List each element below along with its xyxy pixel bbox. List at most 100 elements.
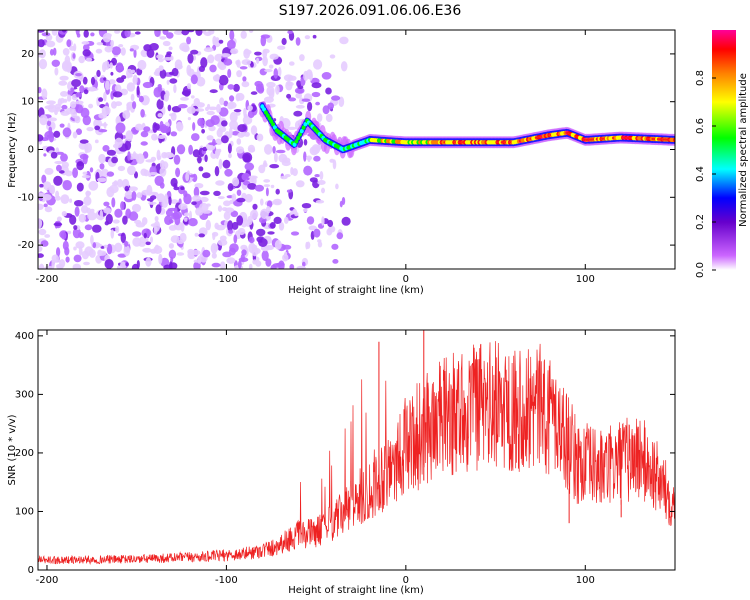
noise-blob — [295, 92, 303, 99]
noise-blob — [192, 149, 201, 158]
noise-blob — [275, 188, 280, 195]
noise-blob — [41, 88, 48, 100]
noise-blob — [211, 252, 217, 259]
noise-blob — [275, 84, 280, 95]
noise-blob — [153, 123, 160, 131]
noise-blob — [290, 231, 300, 236]
noise-blob — [59, 75, 69, 81]
noise-blob — [168, 196, 172, 206]
noise-blob — [180, 30, 190, 36]
noise-blob — [248, 263, 253, 269]
noise-blob — [125, 68, 133, 78]
noise-blob — [168, 46, 173, 51]
noise-blob — [241, 59, 252, 66]
noise-blob — [54, 160, 64, 165]
noise-blob — [289, 264, 295, 269]
noise-blob — [168, 71, 175, 75]
noise-blob — [70, 101, 77, 109]
spectrogram-y-label: Frequency (Hz) — [7, 112, 18, 188]
noise-blob — [89, 167, 94, 173]
noise-blob — [170, 256, 174, 263]
noise-blob — [98, 129, 108, 133]
noise-blob — [242, 152, 253, 163]
noise-blob — [40, 240, 49, 247]
noise-blob — [60, 91, 69, 97]
noise-blob — [314, 174, 321, 178]
noise-blob — [215, 148, 220, 160]
noise-blob — [268, 64, 274, 69]
noise-blob — [236, 189, 242, 196]
noise-blob — [327, 219, 334, 228]
noise-blob — [250, 125, 258, 136]
noise-blob — [55, 190, 60, 199]
noise-blob — [331, 243, 339, 250]
noise-blob — [219, 97, 225, 106]
noise-blob — [305, 155, 313, 161]
noise-blob — [50, 121, 56, 130]
noise-blob — [116, 115, 121, 125]
noise-blob — [79, 139, 89, 144]
noise-blob — [293, 110, 303, 117]
noise-blob — [141, 217, 148, 226]
noise-blob — [150, 236, 153, 243]
noise-blob — [177, 104, 188, 109]
noise-blob — [213, 190, 221, 196]
noise-blob — [187, 251, 194, 260]
noise-blob — [64, 246, 70, 256]
noise-blob — [296, 87, 303, 94]
noise-blob — [272, 146, 276, 154]
noise-blob — [270, 184, 275, 189]
y-tick-label: 100 — [15, 506, 34, 517]
x-tick-label: 100 — [576, 274, 595, 285]
noise-blob — [222, 251, 232, 258]
noise-blob — [166, 79, 170, 85]
noise-blob — [214, 222, 219, 230]
noise-blob — [109, 62, 113, 69]
noise-blob — [84, 143, 89, 154]
noise-blob — [69, 198, 73, 203]
noise-blob — [66, 230, 72, 235]
noise-blob — [89, 249, 96, 258]
noise-blob — [61, 104, 68, 110]
noise-blob — [249, 209, 259, 220]
ridge-core — [294, 139, 299, 144]
noise-blob — [98, 153, 106, 164]
noise-blob — [66, 94, 72, 102]
noise-blob — [136, 192, 143, 199]
noise-blob — [228, 153, 232, 159]
noise-blob — [134, 31, 141, 35]
noise-blob — [56, 247, 61, 257]
noise-blob — [227, 39, 236, 50]
noise-blob — [93, 118, 102, 129]
noise-blob — [90, 234, 94, 245]
noise-blob — [38, 58, 48, 70]
noise-blob — [232, 177, 240, 187]
noise-blob — [221, 135, 229, 144]
noise-blob — [74, 206, 80, 217]
noise-blob — [168, 219, 174, 224]
noise-blob — [287, 75, 297, 81]
noise-blob — [203, 47, 214, 53]
noise-blob — [142, 247, 153, 253]
noise-blob — [82, 76, 88, 85]
noise-blob — [60, 231, 67, 240]
noise-blob — [56, 263, 64, 269]
noise-blob — [110, 39, 114, 47]
noise-blob — [159, 182, 165, 189]
noise-blob — [216, 128, 223, 138]
noise-blob — [186, 36, 192, 45]
noise-blob — [236, 70, 243, 78]
noise-blob — [120, 47, 126, 56]
y-tick-label: 0 — [28, 565, 34, 576]
noise-blob — [86, 127, 94, 132]
noise-blob — [241, 249, 247, 256]
noise-blob — [77, 232, 84, 239]
noise-blob — [136, 153, 145, 164]
noise-blob — [176, 144, 186, 155]
noise-blob — [301, 203, 312, 209]
noise-blob — [43, 181, 52, 191]
noise-blob — [286, 189, 292, 193]
noise-blob — [277, 66, 282, 77]
noise-blob — [70, 87, 74, 92]
noise-blob — [311, 91, 321, 98]
